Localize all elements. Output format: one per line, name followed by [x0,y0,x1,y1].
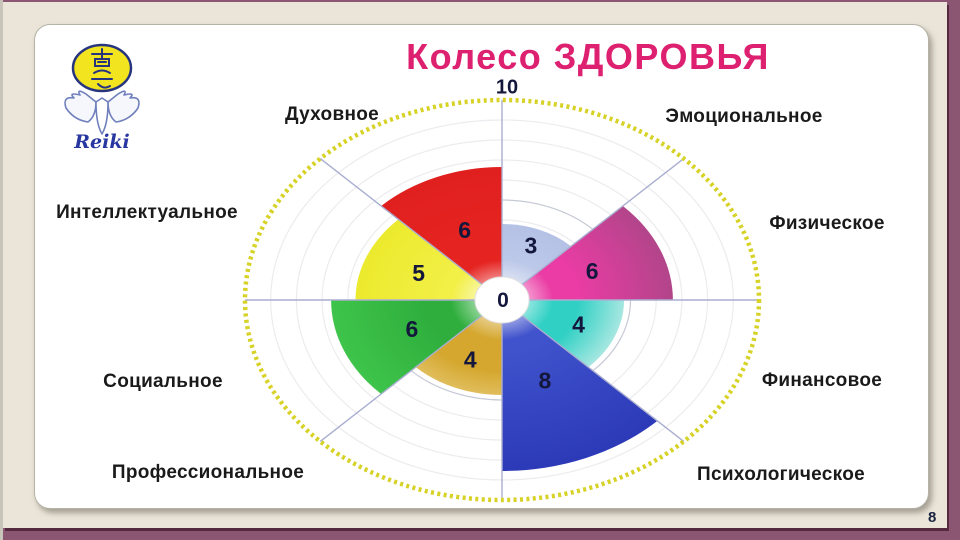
page-number: 8 [928,509,937,526]
sector-value-3: 4 [572,312,585,338]
radial-divider-line [501,158,685,301]
radial-divider-line [319,299,503,442]
reiki-kanji-icon [91,48,113,89]
slide-left-edge [0,0,3,540]
sector-value-5: 4 [464,347,477,373]
sector-value-2: 6 [586,258,599,284]
sector-wedge-8 [381,167,502,300]
sector-label-spiritual: Духовное [285,104,379,125]
sector-value-1: 3 [525,233,538,259]
sector-value-4: 8 [539,368,552,394]
scale-max-label: 10 [495,76,519,99]
sector-wedge-2 [502,205,673,300]
radial-divider-line [501,299,685,442]
slide-title: Колесо ЗДОРОВЬЯ [406,36,770,77]
center-oval [474,276,530,324]
sector-label-financial: Финансовое [761,370,883,391]
reiki-logo-text: Reiki [73,131,129,153]
sector-value-8: 6 [458,217,471,243]
sector-value-6: 6 [405,316,418,342]
sector-wedge-4 [502,300,658,471]
sector-label-professional: Профессиональное [111,462,305,483]
radial-divider-line [319,158,503,301]
sector-label-psychological: Психологическое [697,464,865,485]
outer-rim-ellipse [242,97,762,503]
sector-label-intellectual: Интеллектуальное [56,202,238,223]
reiki-logo-oval [71,43,133,93]
sector-wedge-6 [331,300,502,395]
sector-label-physical: Физическое [769,213,885,234]
scale-zero-label: 0 [497,289,509,312]
sector-value-7: 5 [412,260,425,286]
sector-label-social: Социальное [103,371,223,392]
hands-icon [64,90,140,135]
sector-label-emotional: Эмоциональное [665,106,823,127]
reiki-logo: Reiki [64,43,140,153]
